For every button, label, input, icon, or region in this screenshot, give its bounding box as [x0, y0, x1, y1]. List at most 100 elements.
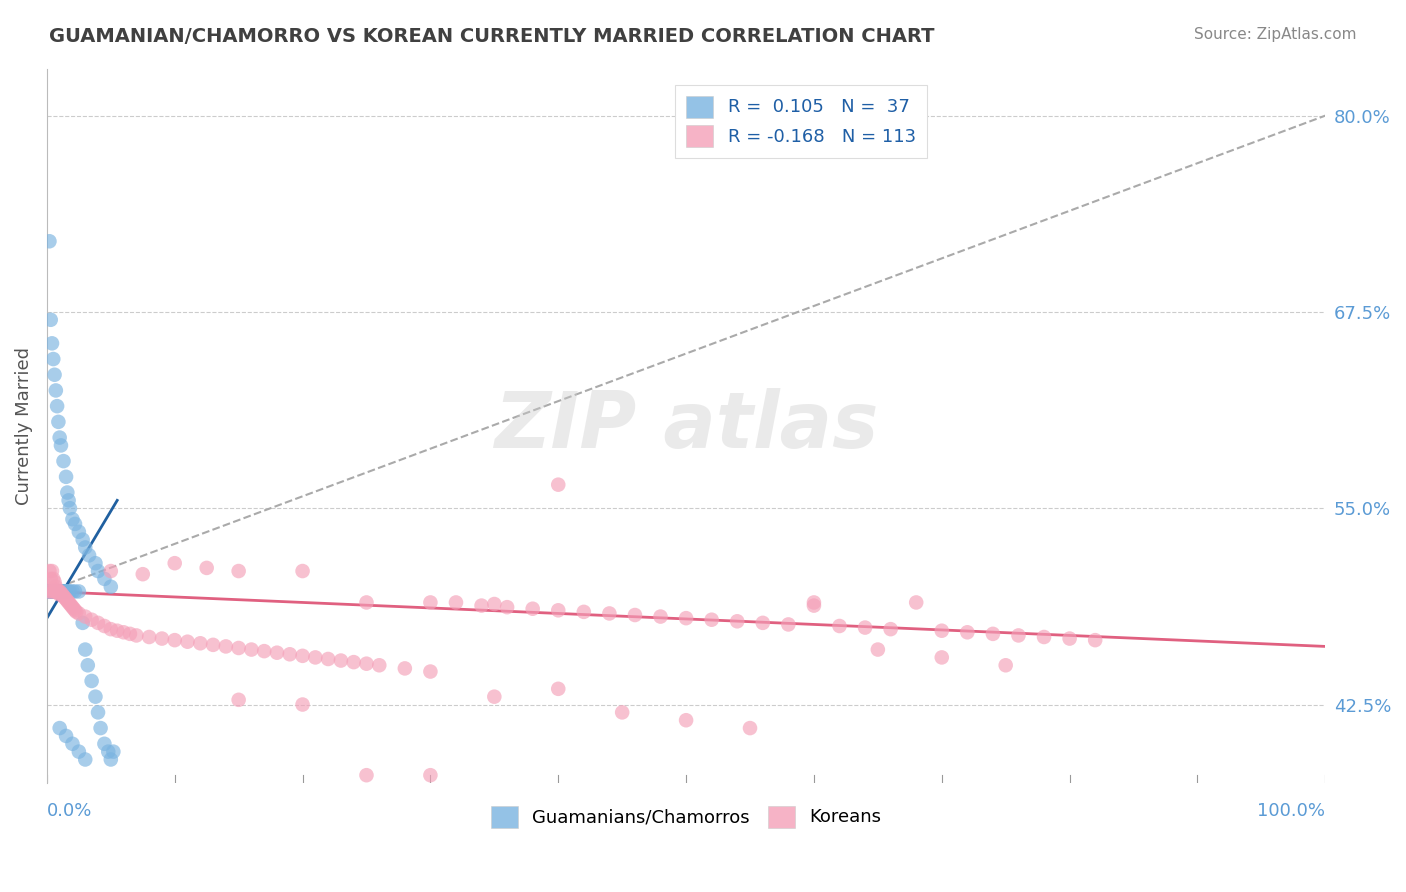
Point	[266, 646, 288, 660]
Point	[52, 589, 75, 603]
Point	[52, 584, 75, 599]
Point	[53, 584, 76, 599]
Point	[38, 584, 60, 599]
Point	[291, 648, 314, 663]
Point	[215, 640, 238, 654]
Point	[62, 584, 84, 599]
Point	[112, 625, 135, 640]
Point	[58, 584, 80, 599]
Point	[48, 584, 70, 599]
Point	[48, 588, 70, 602]
Point	[42, 352, 65, 367]
Point	[48, 584, 70, 599]
Point	[58, 493, 80, 508]
Point	[87, 706, 110, 720]
Point	[97, 745, 120, 759]
Point	[65, 605, 87, 619]
Point	[41, 336, 63, 351]
Point	[53, 591, 76, 605]
Point	[700, 613, 723, 627]
Point	[125, 628, 148, 642]
Legend: Guamanians/Chamorros, Koreans: Guamanians/Chamorros, Koreans	[484, 798, 889, 835]
Point	[163, 633, 186, 648]
Point	[803, 599, 825, 613]
Point	[39, 584, 62, 599]
Point	[76, 658, 98, 673]
Point	[202, 638, 225, 652]
Point	[598, 607, 620, 621]
Point	[195, 561, 218, 575]
Point	[994, 658, 1017, 673]
Point	[866, 642, 889, 657]
Point	[240, 642, 263, 657]
Point	[48, 431, 70, 445]
Point	[42, 572, 65, 586]
Point	[63, 516, 86, 531]
Point	[59, 584, 82, 599]
Point	[84, 690, 107, 704]
Point	[105, 624, 128, 638]
Point	[55, 584, 77, 599]
Point	[48, 586, 70, 600]
Point	[394, 661, 416, 675]
Point	[39, 572, 62, 586]
Point	[738, 721, 761, 735]
Point	[956, 625, 979, 640]
Point	[100, 622, 122, 636]
Point	[60, 599, 83, 613]
Point	[163, 556, 186, 570]
Point	[547, 603, 569, 617]
Point	[444, 595, 467, 609]
Point	[419, 768, 441, 782]
Point	[522, 601, 544, 615]
Point	[72, 615, 94, 630]
Point	[368, 658, 391, 673]
Y-axis label: Currently Married: Currently Married	[15, 347, 32, 505]
Point	[879, 622, 901, 636]
Point	[228, 564, 250, 578]
Point	[87, 615, 110, 630]
Point	[44, 368, 66, 382]
Point	[67, 584, 90, 599]
Point	[44, 584, 66, 599]
Point	[46, 399, 69, 413]
Point	[44, 584, 66, 599]
Point	[41, 584, 63, 599]
Point	[291, 564, 314, 578]
Text: 0.0%: 0.0%	[46, 802, 93, 820]
Point	[931, 650, 953, 665]
Point	[650, 609, 672, 624]
Point	[176, 634, 198, 648]
Text: 100.0%: 100.0%	[1257, 802, 1326, 820]
Point	[46, 582, 69, 597]
Point	[51, 588, 73, 602]
Point	[38, 234, 60, 248]
Point	[419, 665, 441, 679]
Point	[55, 470, 77, 484]
Point	[228, 640, 250, 655]
Point	[58, 595, 80, 609]
Point	[228, 693, 250, 707]
Point	[56, 594, 79, 608]
Point	[752, 615, 775, 630]
Point	[356, 657, 378, 671]
Point	[41, 564, 63, 578]
Point	[132, 567, 155, 582]
Point	[63, 603, 86, 617]
Point	[470, 599, 492, 613]
Point	[48, 584, 70, 599]
Point	[37, 584, 59, 599]
Point	[419, 595, 441, 609]
Point	[356, 595, 378, 609]
Point	[484, 690, 506, 704]
Point	[49, 584, 72, 599]
Point	[46, 584, 69, 599]
Point	[725, 615, 748, 629]
Point	[48, 584, 70, 599]
Point	[496, 600, 519, 615]
Point	[150, 632, 173, 646]
Point	[343, 655, 366, 669]
Point	[46, 584, 69, 599]
Point	[48, 721, 70, 735]
Point	[38, 584, 60, 599]
